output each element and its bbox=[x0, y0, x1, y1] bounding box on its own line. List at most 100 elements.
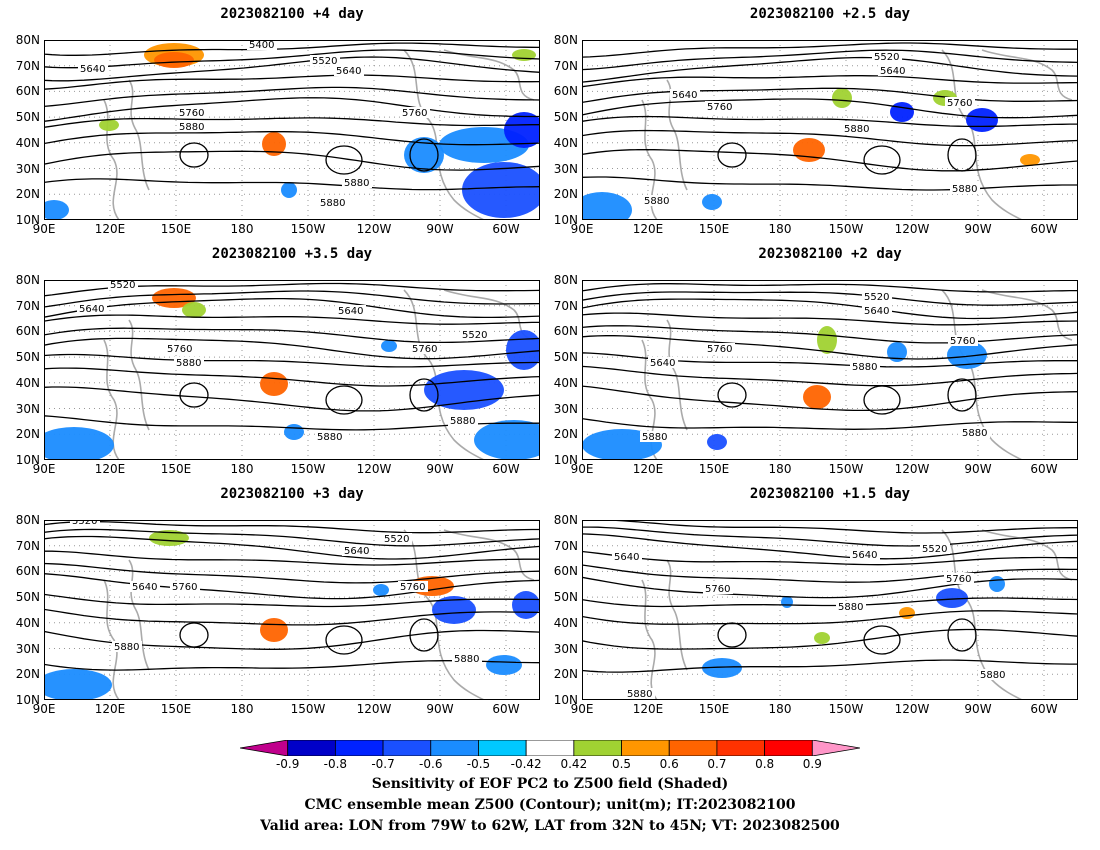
contour-line bbox=[581, 628, 1079, 650]
shaded-region bbox=[504, 112, 544, 148]
lon-tick-label: 90W bbox=[964, 462, 992, 476]
contour-line bbox=[43, 86, 541, 108]
shaded-region bbox=[486, 655, 522, 675]
contour-line bbox=[43, 97, 540, 123]
contour-labels: 5520 5520 5640 5640 5760 5760 5880 5880 5880 bbox=[77, 279, 490, 443]
lon-tick-label: 150E bbox=[160, 222, 192, 236]
contour-line bbox=[43, 74, 541, 90]
shaded-region bbox=[1020, 154, 1040, 166]
contour-line bbox=[581, 312, 1079, 326]
contour-labels: 5520 5640 5640 5760 5760 5880 5880 5880 bbox=[642, 51, 980, 207]
lon-tick-label: 180 bbox=[768, 702, 792, 716]
contour-line bbox=[581, 75, 1079, 88]
colorbar-segment bbox=[573, 740, 622, 756]
contour-line bbox=[43, 386, 541, 412]
lon-tick-label: 120W bbox=[894, 702, 930, 716]
colorbar-tick-label: -0.8 bbox=[323, 757, 348, 771]
map-panel-4: 5520 5640 5640 5760 5760 5880 5880 5880 bbox=[581, 280, 1079, 461]
lon-tick-label: 150W bbox=[290, 702, 326, 716]
lon-tick-label: 90E bbox=[32, 462, 56, 476]
contour-line bbox=[43, 56, 541, 82]
colorbar-tick-label: -0.5 bbox=[466, 757, 491, 771]
lat-tick-label: 40N bbox=[553, 135, 578, 150]
contour-labels: 5640 5640 5520 5760 5760 5880 5880 5880 bbox=[612, 543, 1008, 700]
contour-line bbox=[581, 148, 1079, 172]
shaded-region bbox=[404, 137, 444, 173]
contour-line bbox=[43, 117, 540, 129]
lon-tick-label: 150W bbox=[828, 702, 864, 716]
contour-line bbox=[43, 49, 541, 69]
lat-tick-label: 30N bbox=[553, 401, 578, 416]
lat-tick-label: 40N bbox=[15, 615, 40, 630]
z500-contours bbox=[43, 42, 541, 191]
contour-line bbox=[43, 562, 541, 584]
lon-tick-label: 150W bbox=[828, 222, 864, 236]
contour-line bbox=[863, 625, 901, 655]
shaded-region bbox=[39, 200, 69, 220]
lat-tick-label: 20N bbox=[553, 427, 578, 442]
map-frame bbox=[44, 520, 540, 700]
contour-line bbox=[43, 337, 541, 360]
shaded-region bbox=[99, 119, 119, 131]
contour-line bbox=[43, 290, 541, 308]
contour-label: 5760 bbox=[172, 582, 197, 593]
lon-tick-label: 120E bbox=[94, 702, 126, 716]
contour-label: 5640 bbox=[80, 64, 105, 75]
coastlines bbox=[103, 529, 535, 701]
lat-tick-label: 20N bbox=[15, 187, 40, 202]
lat-tick-label: 20N bbox=[15, 427, 40, 442]
contour-line bbox=[581, 533, 1079, 560]
lon-tick-label: 90E bbox=[32, 222, 56, 236]
contour-label: 5640 bbox=[79, 304, 104, 315]
lat-tick-label: 60N bbox=[15, 84, 40, 99]
contour-label: 5880 bbox=[627, 689, 652, 700]
contour-label: 5640 bbox=[672, 90, 697, 101]
shaded-region bbox=[34, 427, 114, 463]
lon-tick-label: 90W bbox=[964, 222, 992, 236]
contour-labels: 5520 5640 5640 5760 5760 5880 5880 5880 bbox=[640, 291, 990, 443]
contour-line bbox=[581, 129, 1079, 147]
lat-tick-label: 60N bbox=[553, 324, 578, 339]
contour-label: 5880 bbox=[852, 362, 877, 373]
lon-tick-label: 90E bbox=[570, 462, 594, 476]
contour-label: 5760 bbox=[707, 344, 732, 355]
contour-label: 5520 bbox=[874, 52, 899, 63]
lat-tick-label: 80N bbox=[15, 273, 40, 287]
contour-line bbox=[409, 138, 439, 172]
contour-line bbox=[581, 610, 1079, 625]
contour-line bbox=[717, 622, 747, 648]
contour-line bbox=[325, 145, 363, 175]
contour-label: 5520 bbox=[864, 292, 889, 303]
map-canvas: 5520 5640 5640 5760 5760 5880 5880 5880 bbox=[581, 280, 1079, 461]
colorbar-segment bbox=[764, 740, 813, 756]
lat-tick-label: 60N bbox=[15, 564, 40, 579]
colorbar-segment bbox=[525, 740, 575, 756]
lon-tick-label: 120E bbox=[632, 222, 664, 236]
lat-tick-label: 40N bbox=[553, 615, 578, 630]
lat-tick-label: 70N bbox=[553, 538, 578, 553]
colorbar-tick-label: 0.42 bbox=[560, 757, 588, 771]
lon-tick-label: 150E bbox=[160, 702, 192, 716]
contour-label: 5760 bbox=[402, 108, 427, 119]
contour-line bbox=[581, 385, 1079, 412]
shaded-region bbox=[152, 288, 196, 308]
lat-tick-label: 70N bbox=[15, 538, 40, 553]
z500-contours bbox=[581, 42, 1079, 191]
lat-tick-label: 80N bbox=[553, 33, 578, 47]
lat-tick-label: 60N bbox=[15, 324, 40, 339]
colorbar-segment bbox=[240, 740, 289, 756]
lon-tick-label: 60W bbox=[492, 462, 520, 476]
shaded-region bbox=[936, 588, 968, 608]
contour-line bbox=[43, 42, 541, 56]
contour-label: 5880 bbox=[962, 428, 987, 439]
lat-tick-label: 50N bbox=[553, 350, 578, 365]
colorbar-segment bbox=[668, 740, 718, 756]
contour-line bbox=[581, 519, 1078, 534]
lat-tick-label: 10N bbox=[15, 692, 40, 707]
lon-tick-label: 150E bbox=[698, 222, 730, 236]
lat-tick-label: 60N bbox=[553, 564, 578, 579]
panel-title-1: 2023082100 +4 day bbox=[220, 6, 364, 22]
map-panel-1: 5400 5520 5640 5640 5760 5760 5880 5880 5880 bbox=[39, 39, 573, 221]
contour-line bbox=[581, 325, 1079, 344]
lon-tick-label: 120E bbox=[632, 462, 664, 476]
